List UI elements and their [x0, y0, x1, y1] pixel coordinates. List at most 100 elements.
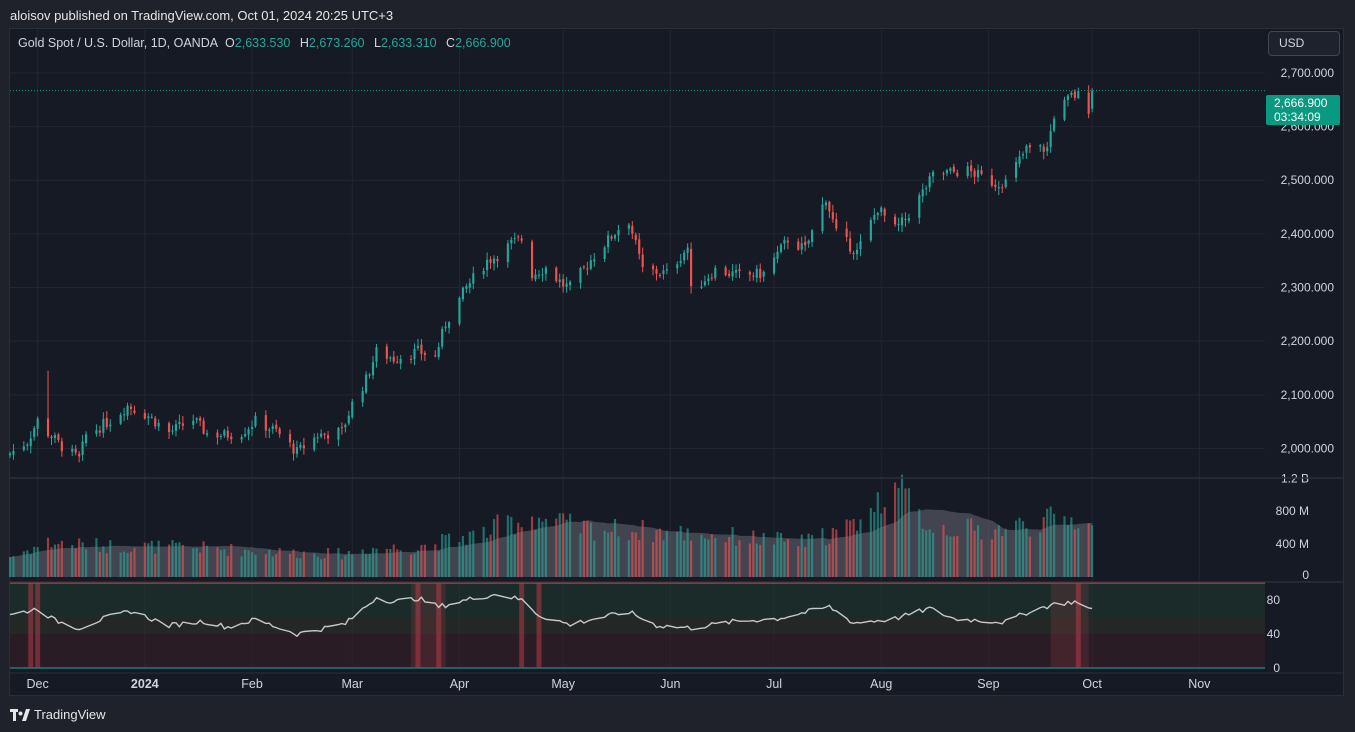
- candle-body: [537, 274, 541, 276]
- candle-body: [371, 362, 375, 376]
- volume-bar: [1028, 536, 1031, 577]
- last-price-tag: 2,666.900 03:34:09: [1266, 95, 1340, 125]
- candlestick-series: [8, 85, 1094, 463]
- candle-body: [119, 414, 122, 424]
- candle-body: [683, 252, 686, 261]
- candle-body: [26, 444, 29, 446]
- pane-separators: [10, 477, 1344, 674]
- volume-bar: [555, 518, 558, 577]
- candle-body: [57, 434, 60, 440]
- last-price-value: 2,666.900: [1274, 96, 1328, 110]
- osc-axis-tick-label: 0: [1273, 661, 1280, 675]
- volume-bar: [299, 558, 302, 577]
- candle-body: [230, 436, 233, 440]
- price-axis-tick-label: 2,200.000: [1281, 334, 1335, 348]
- candle-body: [876, 213, 879, 216]
- volume-bar: [26, 550, 29, 577]
- candle-body: [448, 322, 451, 328]
- time-axis-tick-label: Jun: [660, 677, 680, 691]
- volume-bar: [1066, 524, 1070, 577]
- volume-bar: [423, 544, 426, 577]
- volume-bar: [409, 554, 413, 577]
- volume-bar: [617, 536, 620, 577]
- volume-bar: [904, 488, 907, 577]
- candle-body: [976, 170, 980, 178]
- volume-bar: [589, 522, 592, 577]
- candle-body: [465, 286, 468, 289]
- candle-body: [486, 259, 489, 271]
- candle-body: [534, 274, 537, 280]
- footer-brand[interactable]: TradingView: [10, 707, 106, 722]
- volume-bar: [230, 543, 233, 577]
- osc-highlight-bar: [28, 583, 34, 668]
- volume-bar: [147, 543, 150, 577]
- volume-bar: [1091, 525, 1094, 577]
- volume-bar: [84, 549, 88, 577]
- candle-body: [133, 410, 136, 413]
- candle-body: [759, 268, 762, 279]
- currency-selector[interactable]: USD: [1268, 31, 1340, 56]
- candle-body: [506, 243, 509, 263]
- candle-body: [389, 357, 392, 359]
- candle-body: [586, 268, 589, 270]
- candle-body: [558, 279, 561, 282]
- volume-bar: [278, 548, 281, 577]
- candle-body: [271, 426, 274, 429]
- volume-bar: [804, 547, 807, 577]
- volume-axis-tick-label: 0: [1302, 568, 1309, 582]
- axis-labels: 2,000.000 2,100.000 2,200.000 2,300.000 2,40…: [27, 66, 1335, 691]
- symbol-legend: Gold Spot / U.S. Dollar, 1D, OANDA O2,63…: [18, 36, 517, 50]
- volume-bar: [1077, 528, 1080, 577]
- candle-body: [81, 441, 84, 455]
- volume-bar: [759, 544, 762, 577]
- candle-body: [33, 428, 36, 437]
- osc-axis-tick-label: 80: [1267, 593, 1281, 607]
- osc-highlight-bar: [415, 583, 421, 668]
- volume-bar: [1001, 536, 1004, 577]
- volume-bar: [326, 548, 330, 577]
- volume-bar: [416, 550, 420, 577]
- volume-bar: [510, 516, 513, 577]
- volume-bar: [150, 540, 153, 577]
- volume-bar: [1046, 508, 1049, 577]
- candle-body: [399, 358, 402, 364]
- volume-bar: [157, 540, 160, 577]
- volume-bar: [434, 544, 437, 577]
- volume-bar: [199, 552, 202, 577]
- close-label: C: [446, 36, 456, 50]
- candle-body: [627, 224, 630, 229]
- candle-body: [396, 361, 399, 363]
- candle-body: [990, 175, 993, 186]
- volume-bar: [783, 541, 786, 577]
- candle-body: [755, 268, 758, 278]
- candle-body: [821, 204, 824, 232]
- candle-body: [655, 269, 658, 274]
- candle-body: [786, 240, 789, 243]
- candle-body: [74, 448, 77, 453]
- volume-bar: [268, 550, 271, 577]
- time-axis-tick-label: Jul: [766, 677, 782, 691]
- candle-body: [831, 212, 834, 220]
- candle-body: [1042, 146, 1045, 152]
- volume-bar: [513, 534, 516, 577]
- volume-bar: [665, 530, 668, 577]
- candle-body: [181, 423, 184, 426]
- candle-body: [783, 239, 786, 244]
- candle-body: [724, 267, 727, 276]
- volume-bar: [81, 542, 84, 577]
- volume-bar: [489, 534, 492, 577]
- volume-bar: [351, 554, 354, 577]
- time-axis-tick-label: Apr: [450, 677, 469, 691]
- volume-bar: [690, 540, 693, 577]
- candle-body: [143, 412, 146, 419]
- osc-highlight-bar: [536, 583, 542, 668]
- candle-body: [582, 266, 585, 268]
- candle-body: [351, 401, 354, 418]
- volume-bar: [316, 556, 319, 577]
- candle-body: [662, 270, 665, 275]
- candle-body: [288, 434, 292, 443]
- volume-bar: [385, 548, 388, 577]
- volume-bar: [361, 549, 364, 577]
- volume-bar: [1087, 523, 1090, 577]
